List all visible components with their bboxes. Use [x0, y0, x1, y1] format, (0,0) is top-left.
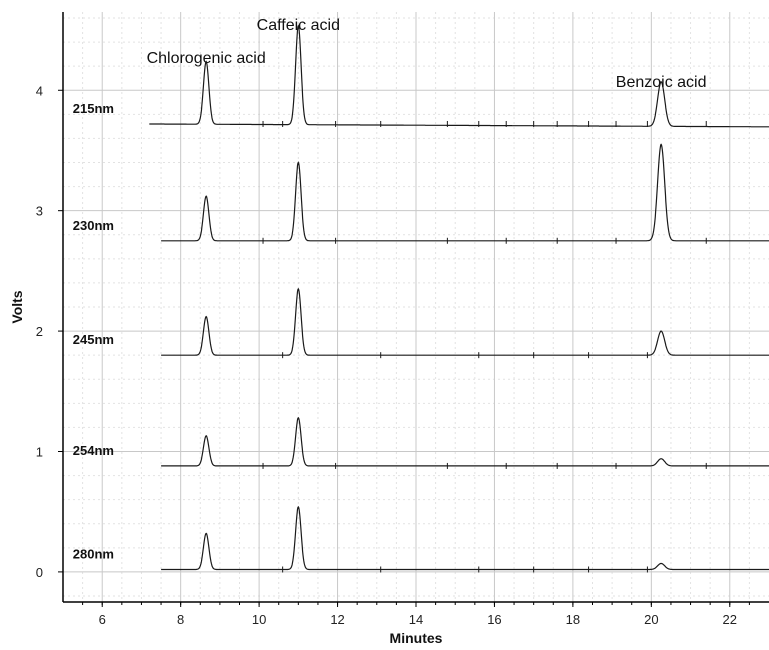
x-tick-label: 14: [409, 612, 423, 627]
series-layer: [149, 24, 769, 573]
x-tick-label: 22: [723, 612, 737, 627]
series-line-245nm: [161, 287, 769, 356]
grid-layer: [63, 12, 769, 602]
y-tick-label: 4: [36, 83, 43, 98]
series-line-215nm: [149, 24, 769, 128]
x-axis-title: Minutes: [390, 630, 443, 645]
x-tick-label: 10: [252, 612, 266, 627]
series-line-230nm: [161, 143, 769, 242]
x-tick-label: 6: [99, 612, 106, 627]
series-label: 245nm: [73, 332, 114, 347]
x-tick-label: 20: [644, 612, 658, 627]
x-tick-label: 18: [566, 612, 580, 627]
x-tick-label: 12: [330, 612, 344, 627]
series-line-280nm: [161, 505, 769, 571]
peak-annotation: Benzoic acid: [616, 74, 707, 91]
label-layer: 215nm 230nm 245nm 254nm 280nm Chlorogenic aci…: [73, 17, 707, 561]
series-label: 215nm: [73, 101, 114, 116]
x-tick-label: 16: [487, 612, 501, 627]
y-axis-title: Volts: [9, 290, 25, 323]
series-label: 280nm: [73, 546, 114, 561]
y-tick-label: 1: [36, 444, 43, 459]
series-label: 254nm: [73, 443, 114, 458]
y-tick-label: 3: [36, 204, 43, 219]
series-line-254nm: [161, 416, 769, 467]
y-tick-label: 0: [36, 565, 43, 580]
x-tick-label: 8: [177, 612, 184, 627]
peak-annotation: Caffeic acid: [257, 17, 340, 34]
y-tick-label: 2: [36, 324, 43, 339]
peak-annotation: Chlorogenic acid: [147, 50, 266, 67]
series-label: 230nm: [73, 218, 114, 233]
